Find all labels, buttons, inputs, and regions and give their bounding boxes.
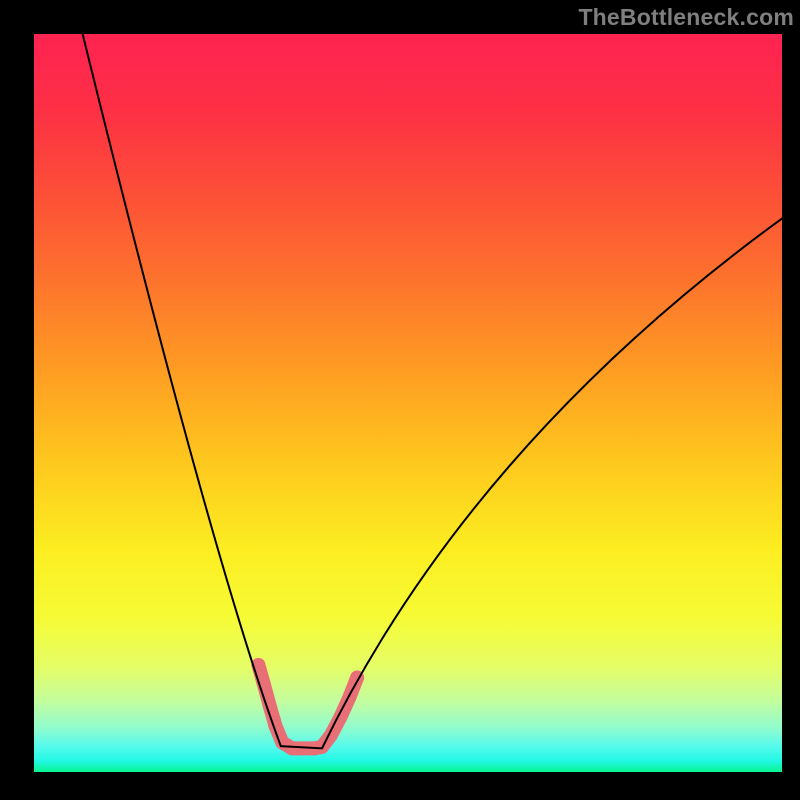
watermark-text: TheBottleneck.com [578, 4, 794, 31]
chart-svg [34, 34, 782, 772]
chart-plot-area [34, 34, 782, 772]
chart-background [34, 34, 782, 772]
